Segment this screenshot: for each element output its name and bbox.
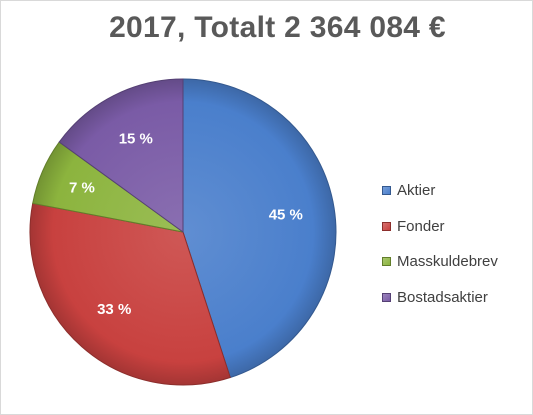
legend-swatch bbox=[382, 221, 391, 231]
pie-data-label: 33 % bbox=[97, 301, 131, 318]
pie-data-label: 7 % bbox=[69, 179, 95, 196]
legend-swatch bbox=[382, 292, 391, 302]
pie-slice-fonder bbox=[29, 202, 231, 386]
legend-label: Fonder bbox=[397, 217, 445, 235]
legend-label: Bostadsaktier bbox=[397, 288, 488, 306]
legend-label: Aktier bbox=[397, 182, 436, 200]
legend-swatch bbox=[382, 186, 391, 196]
legend-item: Aktier bbox=[382, 173, 498, 209]
legend-swatch bbox=[382, 257, 391, 267]
pie-slice-bostadsaktier bbox=[58, 78, 184, 233]
legend-item: Fonder bbox=[382, 209, 498, 245]
legend-item: Bostadsaktier bbox=[382, 280, 498, 316]
pie-data-label: 15 % bbox=[119, 130, 153, 147]
legend-item: Masskuldebrev bbox=[382, 244, 498, 280]
legend: Aktier Fonder Masskuldebrev Bostadsaktie… bbox=[382, 173, 498, 315]
legend-label: Masskuldebrev bbox=[397, 253, 498, 271]
chart-title: 2017, Totalt 2 364 084 € bbox=[109, 11, 446, 44]
pie-data-label: 45 % bbox=[269, 207, 303, 224]
pie-slice-aktier bbox=[182, 78, 337, 379]
